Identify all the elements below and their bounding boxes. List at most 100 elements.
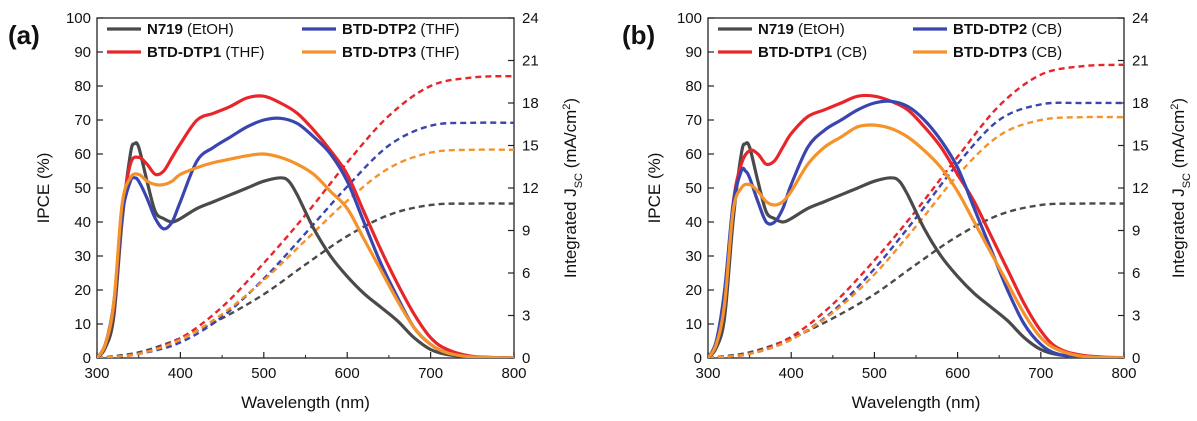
y-tick-label: 30 [685,248,702,265]
y-tick-label: 100 [677,10,702,27]
legend-item-n719: N719 (EtOH) [107,21,234,38]
y2-axis-title: Integrated JSC (mA/cm2) [561,98,585,278]
legend-item-n719: N719 (EtOH) [718,21,845,38]
y-tick-label: 60 [685,146,702,163]
legend-item-btd-dtp3: BTD-DTP3 (THF) [302,44,460,61]
y2-axis-title-main: Integrated J [561,188,580,278]
legend-label-name: BTD-DTP1 [758,44,832,61]
legend-label: BTD-DTP1 (CB) [758,44,867,61]
legend-item-btd-dtp1: BTD-DTP1 (THF) [107,44,265,61]
legend-label-solvent: (THF) [416,21,459,38]
y2-tick-label: 9 [522,223,530,240]
y2-tick-label: 12 [1132,180,1149,197]
y2-tick-label: 6 [1132,265,1140,282]
y-tick-label: 30 [74,248,91,265]
panel-label: (b) [622,20,655,50]
y-axis-title: IPCE (%) [645,153,664,224]
x-tick-label: 700 [1028,365,1053,382]
y-tick-label: 50 [685,180,702,197]
x-tick-label: 700 [418,365,443,382]
legend-label: BTD-DTP3 (THF) [342,44,460,61]
y-tick-label: 80 [74,78,91,95]
series-line-ipce-n719 [97,141,514,358]
legend-label: BTD-DTP2 (CB) [953,21,1062,38]
x-tick-label: 600 [335,365,360,382]
y-tick-label: 90 [685,44,702,61]
x-tick-label: 500 [251,365,276,382]
legend-label-solvent: (EtOH) [183,21,234,38]
legend-label: N719 (EtOH) [758,21,845,38]
x-tick-label: 800 [501,365,526,382]
y-tick-label: 10 [74,316,91,333]
series-line-ipce-btd-dtp2 [97,116,514,358]
legend-label-solvent: (THF) [221,44,264,61]
y-tick-label: 70 [74,112,91,129]
y2-tick-label: 21 [1132,53,1149,70]
y2-axis-title-sup: 2 [1169,104,1181,110]
y-tick-label: 80 [685,78,702,95]
y2-tick-label: 0 [522,350,530,367]
legend-label: BTD-DTP3 (CB) [953,44,1062,61]
plot-area [97,74,514,358]
y2-axis-title-main: Integrated J [1169,188,1188,278]
y2-tick-label: 24 [522,10,539,27]
y2-tick-label: 3 [522,308,530,325]
y2-axis-title-unit: (mA/cm [561,110,580,173]
y2-tick-label: 18 [1132,95,1149,112]
legend-label-solvent: (CB) [1027,21,1062,38]
plot-area [708,63,1124,358]
legend-label-name: BTD-DTP3 [953,44,1027,61]
y-tick-label: 0 [83,350,91,367]
legend-label-solvent: (THF) [416,44,459,61]
y2-axis-title-sub: SC [573,173,585,188]
legend-label-name: BTD-DTP2 [953,21,1027,38]
plot-frame [96,17,515,359]
legend-label: BTD-DTP2 (THF) [342,21,460,38]
series-line-ipce-btd-dtp3 [97,152,514,358]
legend-item-btd-dtp2: BTD-DTP2 (CB) [913,21,1062,38]
x-tick-label: 300 [695,365,720,382]
y2-tick-label: 15 [522,138,539,155]
y2-tick-label: 9 [1132,223,1140,240]
y-tick-label: 40 [685,214,702,231]
y2-tick-label: 24 [1132,10,1149,27]
y2-axis-title-close: ) [1169,98,1188,104]
y2-tick-label: 6 [522,265,530,282]
chart-panel-a: 300 400 500 600 700 8000102030405060708090100… [8,10,585,412]
y-tick-label: 20 [74,282,91,299]
y-tick-label: 0 [694,350,702,367]
panel-label: (a) [8,20,40,50]
legend-item-btd-dtp2: BTD-DTP2 (THF) [302,21,460,38]
x-axis-title: Wavelength (nm) [241,393,370,412]
legend-item-btd-dtp3: BTD-DTP3 (CB) [913,44,1062,61]
series-line-jsc-btd-dtp3 [97,148,514,358]
y-tick-label: 90 [74,44,91,61]
y-tick-label: 40 [74,214,91,231]
legend: N719 (EtOH)BTD-DTP1 (CB)BTD-DTP2 (CB)BTD… [718,21,1062,61]
x-tick-label: 600 [945,365,970,382]
y-tick-label: 70 [685,112,702,129]
y2-tick-label: 0 [1132,350,1140,367]
x-tick-label: 800 [1111,365,1136,382]
series-line-ipce-btd-dtp1 [97,94,514,358]
legend-label-name: N719 [758,21,794,38]
legend-label-solvent: (CB) [832,44,867,61]
series-line-ipce-btd-dtp2 [708,99,1124,358]
series-line-jsc-btd-dtp2 [708,101,1124,358]
legend-label: BTD-DTP1 (THF) [147,44,265,61]
legend: N719 (EtOH)BTD-DTP1 (THF)BTD-DTP2 (THF)B… [107,21,460,61]
y-tick-label: 50 [74,180,91,197]
y2-tick-label: 3 [1132,308,1140,325]
y2-axis-title-sub: SC [1181,173,1193,188]
series-line-ipce-btd-dtp1 [708,93,1124,358]
y-axis-title: IPCE (%) [34,153,53,224]
legend-label-name: BTD-DTP3 [342,44,416,61]
y2-tick-label: 12 [522,180,539,197]
y-tick-label: 100 [66,10,91,27]
y2-tick-label: 15 [1132,138,1149,155]
y2-axis-title-unit: (mA/cm [1169,110,1188,173]
legend-item-btd-dtp1: BTD-DTP1 (CB) [718,44,867,61]
legend-label-solvent: (CB) [1027,44,1062,61]
legend-label-name: BTD-DTP1 [147,44,221,61]
